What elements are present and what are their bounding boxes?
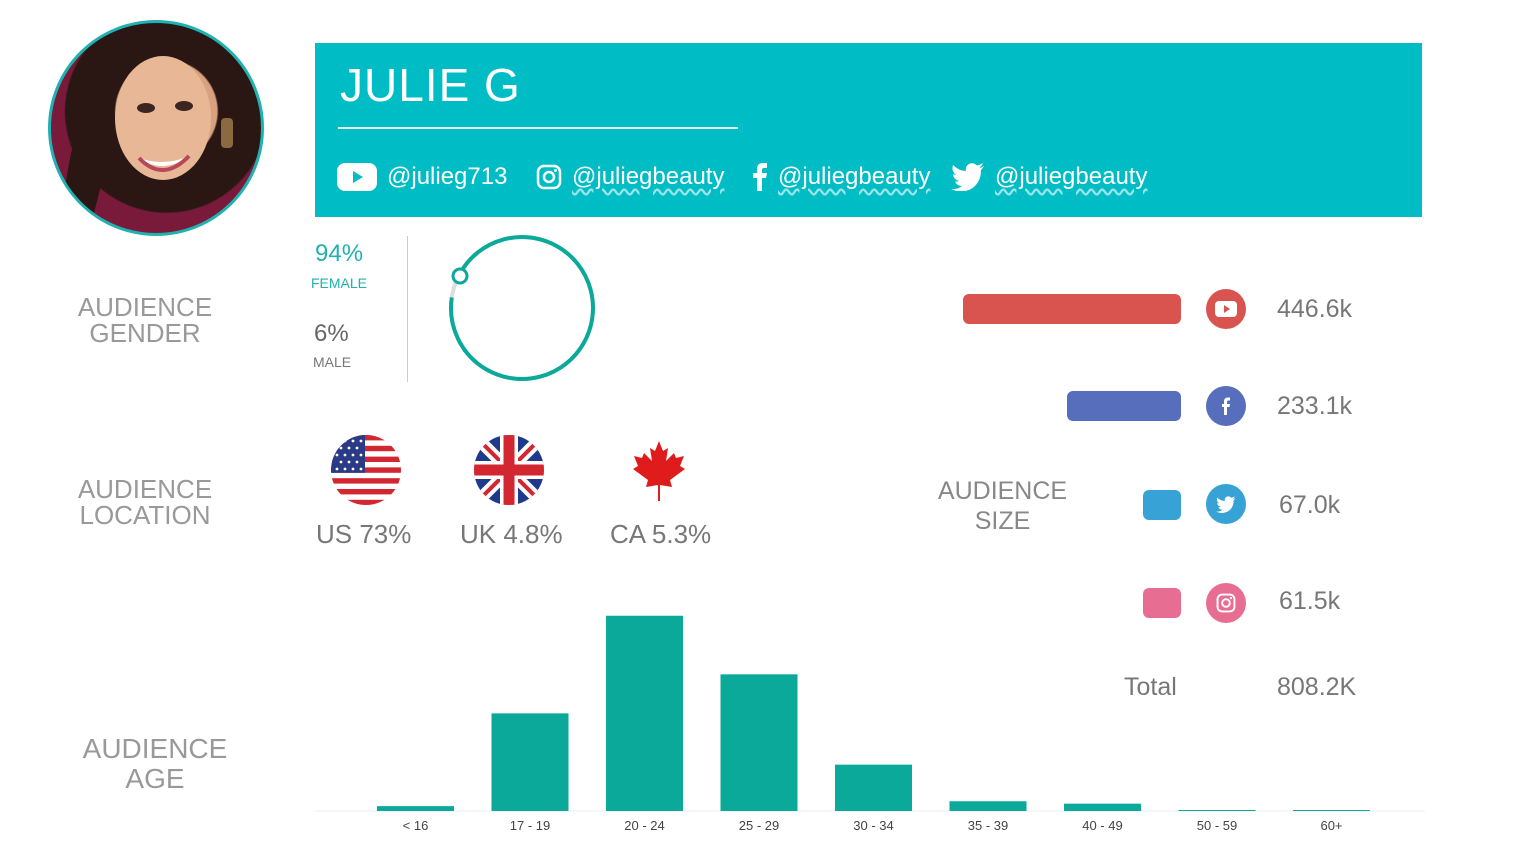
facebook-size-value: 233.1k <box>1277 392 1353 420</box>
male-label: MALE <box>313 354 352 370</box>
youtube-icon <box>1206 289 1246 329</box>
audience-size-label-line2: SIZE <box>974 507 1031 535</box>
audience-gender-label: AUDIENCE GENDER <box>60 294 230 346</box>
ring-marker <box>451 267 469 285</box>
gender-ring-chart <box>449 235 595 381</box>
age-bar <box>949 801 1027 811</box>
age-tick-label: 60+ <box>1320 818 1342 833</box>
male-percent: 6% <box>314 320 349 347</box>
avatar <box>48 20 264 236</box>
age-bar <box>491 713 569 811</box>
age-tick-label: < 16 <box>403 818 429 833</box>
age-bar-chart: < 16 17 - 19 20 - 24 25 - 29 30 - 34 35 - 39 4… <box>315 615 1425 833</box>
age-bar <box>1293 810 1370 811</box>
age-bar <box>835 764 912 811</box>
instagram-handle[interactable]: @juliegbeauty <box>536 162 724 192</box>
female-ring-segment <box>449 235 595 381</box>
instagram-handle-text: @juliegbeauty <box>572 163 725 190</box>
age-bar <box>606 615 683 811</box>
header-divider <box>338 127 738 129</box>
facebook-icon <box>1206 386 1246 426</box>
age-tick-label: 20 - 24 <box>624 818 664 833</box>
female-percent: 94% <box>315 240 364 267</box>
audience-size-label-line1: AUDIENCE <box>937 477 1068 505</box>
age-tick-label: 17 - 19 <box>510 818 550 833</box>
audience-location-label-line2: LOCATION <box>79 500 211 530</box>
twitter-icon <box>951 163 985 191</box>
twitter-handle-text: @juliegbeauty <box>995 163 1148 190</box>
twitter-size-value: 67.0k <box>1279 491 1341 519</box>
uk-flag-icon <box>474 435 544 505</box>
facebook-handle[interactable]: @juliegbeauty <box>752 162 930 192</box>
audience-location-label: AUDIENCE LOCATION <box>60 476 230 528</box>
age-bar <box>377 806 454 811</box>
female-label: FEMALE <box>311 275 368 291</box>
profile-name: JULIE G <box>340 59 521 111</box>
twitter-size-bar <box>1143 490 1181 520</box>
profile-header <box>315 43 1422 217</box>
ca-percent: CA 5.3% <box>610 519 712 549</box>
audience-age-label: AUDIENCE AGE <box>70 734 240 794</box>
instagram-icon <box>536 164 562 190</box>
audience-age-label-line1: AUDIENCE <box>82 733 228 764</box>
audience-age-label-line2: AGE <box>125 763 185 794</box>
audience-size-label: AUDIENCE SIZE <box>920 476 1085 536</box>
facebook-icon <box>752 163 768 191</box>
ca-flag-icon <box>624 435 694 505</box>
age-tick-label: 35 - 39 <box>968 818 1008 833</box>
gender-divider <box>407 236 408 382</box>
instagram-icon <box>1206 583 1246 623</box>
uk-percent: UK 4.8% <box>460 519 563 549</box>
audience-gender-label-line1: AUDIENCE <box>77 292 213 322</box>
age-bar <box>1178 810 1256 811</box>
twitter-icon <box>1206 484 1246 524</box>
youtube-handle-text: @julieg713 <box>387 163 508 190</box>
age-bar <box>1064 803 1141 811</box>
age-tick-label: 50 - 59 <box>1197 818 1237 833</box>
age-bar <box>720 674 798 811</box>
facebook-handle-text: @juliegbeauty <box>778 163 931 190</box>
age-tick-label: 40 - 49 <box>1082 818 1122 833</box>
total-label: Total <box>1124 673 1177 701</box>
youtube-size-bar <box>963 294 1181 324</box>
total-value: 808.2K <box>1277 673 1357 701</box>
youtube-size-value: 446.6k <box>1277 295 1353 323</box>
age-tick-label: 25 - 29 <box>739 818 779 833</box>
twitter-handle[interactable]: @juliegbeauty <box>951 162 1147 192</box>
youtube-icon <box>337 163 377 191</box>
us-percent: US 73% <box>316 519 412 549</box>
youtube-handle[interactable]: @julieg713 <box>337 162 507 192</box>
instagram-size-bar <box>1143 588 1181 618</box>
audience-location-label-line1: AUDIENCE <box>77 474 213 504</box>
facebook-size-bar <box>1067 391 1181 421</box>
age-tick-label: 30 - 34 <box>853 818 893 833</box>
us-flag-icon <box>331 435 401 505</box>
audience-gender-label-line2: GENDER <box>89 318 201 348</box>
instagram-size-value: 61.5k <box>1279 587 1341 615</box>
